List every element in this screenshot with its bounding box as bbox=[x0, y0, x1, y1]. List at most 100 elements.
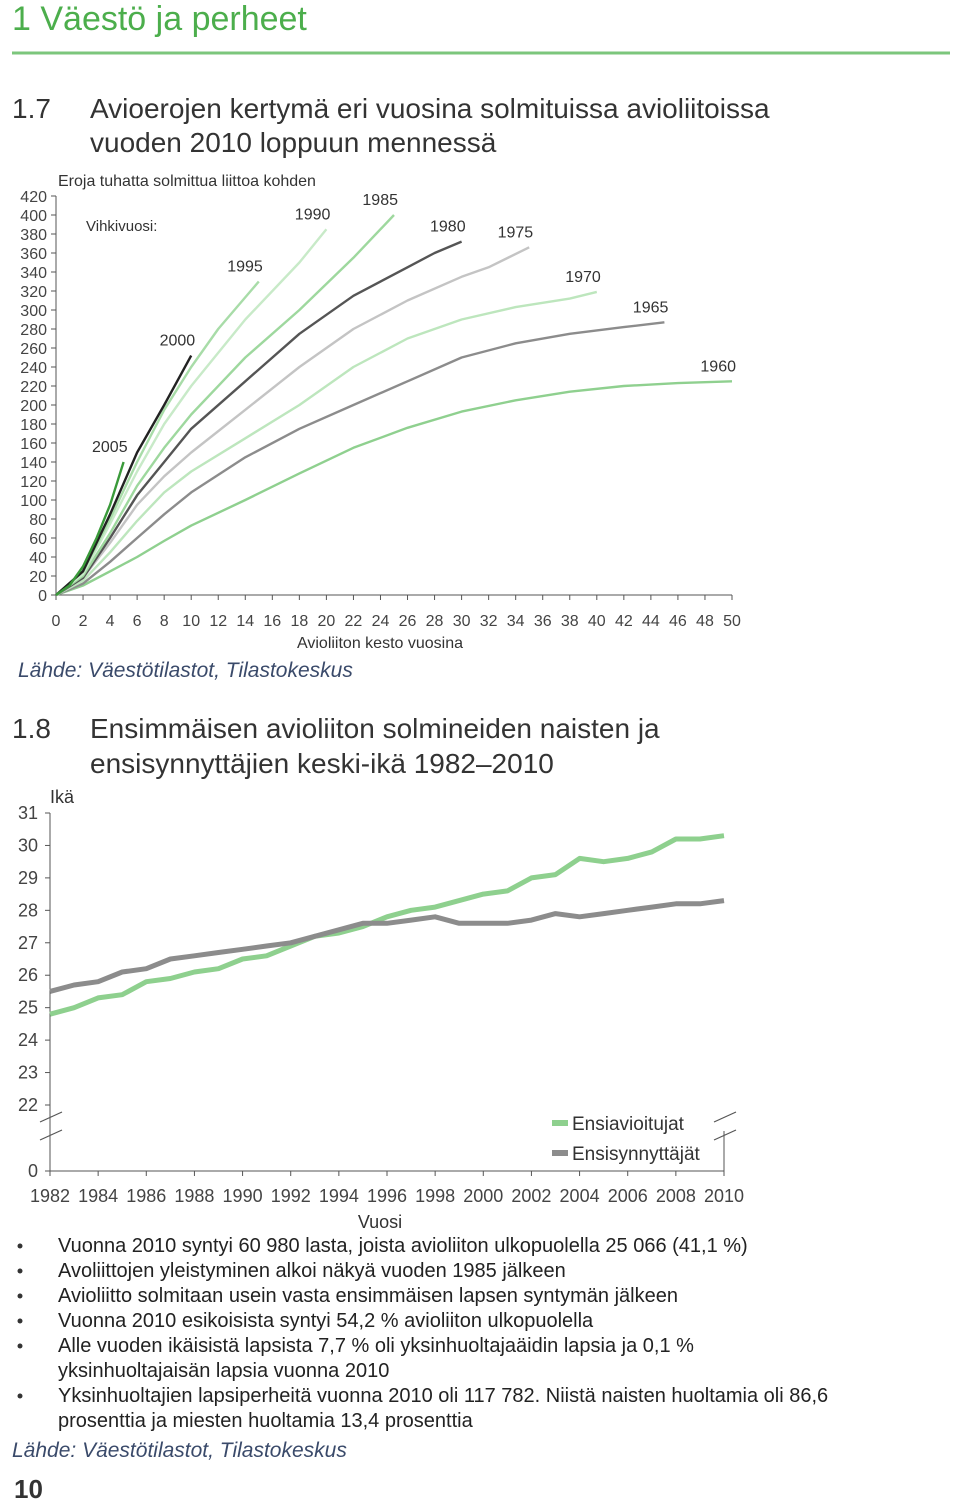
legend-label: Ensisynnyttäjät bbox=[572, 1144, 701, 1165]
chart-title: Ensimmäisen avioliiton solmineiden naist… bbox=[90, 713, 660, 744]
x-tick-label: 1990 bbox=[223, 1186, 263, 1206]
y-tick-label: 0 bbox=[28, 1161, 38, 1181]
data-line bbox=[55, 321, 665, 597]
x-tick-label: 16 bbox=[263, 613, 281, 630]
axis-break bbox=[39, 1111, 737, 1141]
series-label: 1985 bbox=[362, 192, 398, 209]
bullet-text: Avoliittojen yleistyminen alkoi näkyä vu… bbox=[58, 1260, 566, 1282]
chart-number: 1.8 bbox=[12, 713, 51, 744]
y-tick-label: 24 bbox=[18, 1030, 38, 1050]
x-axis-label: Avioliiton kesto vuosina bbox=[297, 635, 463, 652]
y-tick-label: 380 bbox=[20, 227, 47, 244]
bullet-dot bbox=[17, 1293, 23, 1299]
page-header: 1 Väestö ja perheet bbox=[12, 0, 307, 38]
series-label: 1990 bbox=[295, 206, 331, 223]
x-tick-label: 10 bbox=[182, 613, 200, 630]
y-tick-label: 280 bbox=[20, 322, 47, 339]
series-label: 1995 bbox=[227, 259, 263, 276]
bullet-dot bbox=[17, 1243, 23, 1249]
x-tick-label: 6 bbox=[133, 613, 142, 630]
y-tick-label: 260 bbox=[20, 341, 47, 358]
x-tick-label: 2006 bbox=[608, 1186, 648, 1206]
series-label: 1970 bbox=[565, 269, 601, 286]
x-tick-label: 34 bbox=[507, 613, 525, 630]
x-tick-label: 2004 bbox=[560, 1186, 600, 1206]
y-tick-label: 60 bbox=[29, 531, 47, 548]
data-line bbox=[55, 461, 125, 596]
y-tick-label: 420 bbox=[20, 189, 47, 206]
x-tick-label: 26 bbox=[399, 613, 417, 630]
y-tick-label: 220 bbox=[20, 379, 47, 396]
x-tick-label: 8 bbox=[160, 613, 169, 630]
x-tick-label: 1992 bbox=[271, 1186, 311, 1206]
series-label: 1960 bbox=[700, 358, 736, 375]
x-tick-label: 40 bbox=[588, 613, 606, 630]
x-tick-label: 1998 bbox=[415, 1186, 455, 1206]
y-tick-label: 360 bbox=[20, 246, 47, 263]
series-label: 1975 bbox=[498, 224, 534, 241]
data-line bbox=[55, 380, 733, 597]
x-tick-label: 36 bbox=[534, 613, 552, 630]
x-tick-label: 24 bbox=[372, 613, 390, 630]
x-tick-label: 1996 bbox=[367, 1186, 407, 1206]
y-tick-label: 140 bbox=[20, 455, 47, 472]
data-line bbox=[55, 214, 395, 596]
y-tick-label: 120 bbox=[20, 474, 47, 491]
x-tick-label: 0 bbox=[52, 613, 61, 630]
bullet-text: Alle vuoden ikäisistä lapsista 7,7 % oli… bbox=[58, 1335, 694, 1357]
series-label: 2005 bbox=[92, 439, 128, 456]
x-tick-label: 30 bbox=[453, 613, 471, 630]
x-tick-label: 2000 bbox=[463, 1186, 503, 1206]
series-label: 2000 bbox=[160, 333, 196, 350]
y-tick-label: 30 bbox=[18, 835, 38, 855]
x-tick-label: 1994 bbox=[319, 1186, 359, 1206]
page-number: 10 bbox=[14, 1474, 43, 1504]
x-tick-label: 32 bbox=[480, 613, 498, 630]
source: Lähde: Väestötilastot, Tilastokeskus bbox=[12, 1439, 347, 1462]
series-label: 1980 bbox=[430, 219, 466, 236]
x-tick-label: 4 bbox=[106, 613, 115, 630]
bullet-text: Yksinhuoltajien lapsiperheitä vuonna 201… bbox=[58, 1385, 828, 1407]
y-tick-label: 240 bbox=[20, 360, 47, 377]
data-line bbox=[55, 246, 530, 597]
x-tick-label: 1988 bbox=[174, 1186, 214, 1206]
y-tick-label: 160 bbox=[20, 436, 47, 453]
x-tick-label: 44 bbox=[642, 613, 660, 630]
x-axis-label: Vuosi bbox=[358, 1212, 402, 1232]
y-tick-label: 20 bbox=[29, 569, 47, 586]
y-tick-label: 400 bbox=[20, 208, 47, 225]
y-tick-label: 31 bbox=[18, 803, 38, 823]
y-tick-label: 27 bbox=[18, 933, 38, 953]
x-tick-label: 20 bbox=[318, 613, 336, 630]
source: Lähde: Väestötilastot, Tilastokeskus bbox=[18, 659, 353, 682]
y-tick-label: 40 bbox=[29, 550, 47, 567]
y-tick-label: 25 bbox=[18, 998, 38, 1018]
y-tick-label: 300 bbox=[20, 303, 47, 320]
chart-title: vuoden 2010 loppuun mennessä bbox=[90, 127, 497, 158]
data-line bbox=[49, 833, 725, 1017]
data-line bbox=[55, 355, 193, 596]
x-tick-label: 2 bbox=[79, 613, 88, 630]
x-tick-label: 22 bbox=[345, 613, 363, 630]
bullet-dot bbox=[17, 1318, 23, 1324]
x-tick-label: 42 bbox=[615, 613, 633, 630]
bullet-dot bbox=[17, 1343, 23, 1349]
y-axis-label: Eroja tuhatta solmittua liittoa kohden bbox=[58, 173, 316, 190]
y-tick-label: 26 bbox=[18, 965, 38, 985]
x-tick-label: 38 bbox=[561, 613, 579, 630]
data-line bbox=[49, 898, 725, 994]
bullet-dot bbox=[17, 1393, 23, 1399]
y-tick-label: 29 bbox=[18, 868, 38, 888]
y-tick-label: 340 bbox=[20, 265, 47, 282]
series-label: 1965 bbox=[633, 299, 669, 316]
x-tick-label: 28 bbox=[426, 613, 444, 630]
chart-title: ensisynnyttäjien keski-ikä 1982–2010 bbox=[90, 748, 554, 779]
x-tick-label: 46 bbox=[669, 613, 687, 630]
y-tick-label: 320 bbox=[20, 284, 47, 301]
y-tick-label: 28 bbox=[18, 900, 38, 920]
data-line bbox=[55, 290, 598, 597]
y-tick-label: 0 bbox=[38, 588, 47, 605]
x-tick-label: 2002 bbox=[511, 1186, 551, 1206]
bullet-text: Vuonna 2010 syntyi 60 980 lasta, joista … bbox=[58, 1235, 748, 1257]
